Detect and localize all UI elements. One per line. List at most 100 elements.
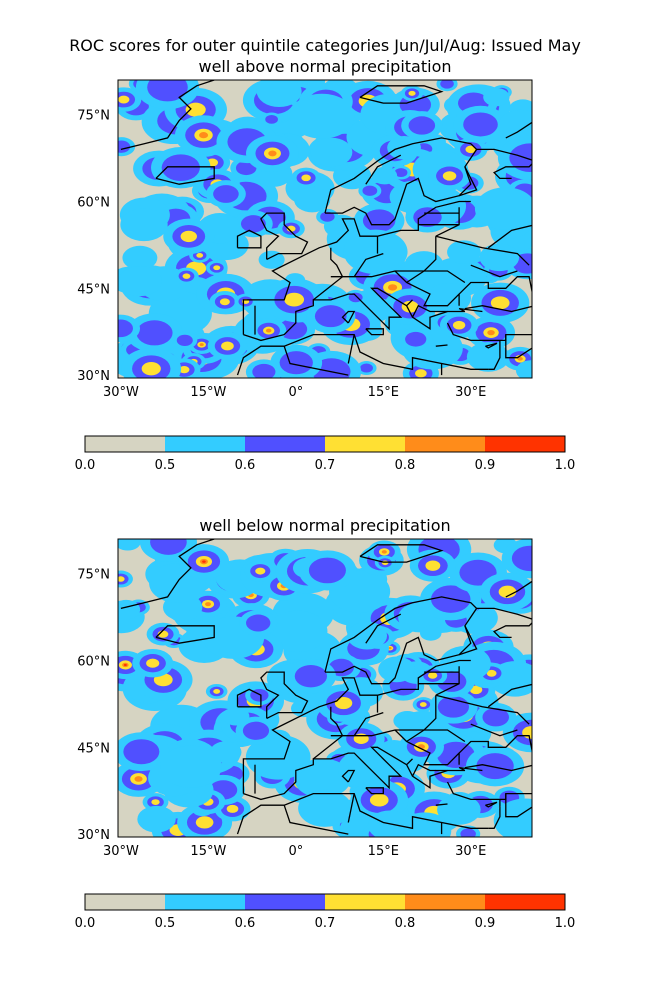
colorbar-frame — [84, 893, 566, 911]
coastline — [488, 340, 501, 370]
roc-contour-blob — [522, 726, 532, 739]
x-tick-label: 0° — [288, 844, 303, 859]
roc-contour-blob — [413, 207, 442, 228]
coastline — [236, 229, 262, 249]
roc-contour-blob — [314, 305, 347, 328]
roc-contour-blob — [474, 187, 532, 230]
y-tick-label: 75°N — [77, 568, 110, 583]
x-tick-label: 15°E — [368, 385, 399, 400]
roc-contour-blob — [397, 812, 452, 837]
y-tick-label: 60°N — [77, 655, 110, 670]
roc-contour-blob — [308, 557, 346, 584]
coastline — [488, 799, 501, 829]
coastline — [458, 735, 532, 772]
figure-title: ROC scores for outer quintile categories… — [69, 36, 581, 55]
coastline — [260, 212, 309, 260]
x-tick-label: 30°W — [103, 385, 139, 400]
roc-contour-blob — [213, 689, 221, 694]
roc-contour-blob — [320, 211, 335, 222]
roc-contour-blob — [294, 665, 327, 688]
coastline — [312, 247, 344, 301]
coastline — [312, 706, 344, 760]
roc-contour-blob — [343, 229, 408, 275]
roc-contour-blob — [479, 243, 520, 272]
roc-contour-blob — [213, 265, 221, 271]
roc-contour-blob — [440, 80, 454, 89]
coastline — [365, 787, 384, 795]
roc-contour-blob — [240, 215, 266, 233]
roc-contour-blob — [334, 697, 353, 710]
colorbar-segment — [245, 894, 325, 910]
y-tick-label: 60°N — [77, 196, 110, 211]
coastline — [324, 137, 478, 226]
coastline — [155, 625, 215, 644]
x-tick-label: 15°E — [368, 844, 399, 859]
roc-contour-blob — [258, 250, 285, 269]
roc-contour-blob — [118, 266, 162, 297]
roc-contour-blob — [425, 560, 441, 571]
colorbar-tick-label: 0.7 — [315, 916, 336, 931]
roc-contour-blob — [369, 793, 389, 807]
colorbar-segment — [405, 436, 485, 452]
coastline — [406, 270, 466, 284]
roc-contour-blob — [289, 93, 355, 139]
roc-contour-blob — [436, 741, 475, 769]
colorbar-tick-label: 0.0 — [75, 458, 96, 473]
roc-contour-blob — [222, 706, 250, 726]
roc-contour-blob — [298, 789, 352, 827]
colorbar-segment — [165, 436, 245, 452]
roc-contour-blob — [256, 80, 302, 108]
colorbar-frame — [84, 435, 566, 453]
coastline — [359, 85, 444, 104]
roc-contour-blob — [368, 810, 412, 837]
roc-contour-blob — [118, 319, 133, 338]
coastline — [236, 688, 262, 708]
roc-contour-blob — [387, 136, 421, 160]
roc-contour-blob — [460, 828, 476, 837]
colorbar-segment — [325, 436, 405, 452]
roc-contour-blob — [378, 656, 416, 683]
roc-contour-blob — [199, 132, 209, 139]
roc-contour-blob — [517, 356, 523, 361]
coastline — [242, 659, 471, 794]
roc-contour-blob — [347, 621, 388, 650]
coastline — [458, 276, 532, 313]
roc-contour-blob — [463, 112, 498, 137]
roc-contour-blob — [202, 560, 206, 563]
colorbar-segment — [405, 894, 485, 910]
coastline — [353, 252, 384, 278]
roc-contour-blob — [483, 87, 510, 107]
colorbar-segment — [325, 894, 405, 910]
coastline — [485, 342, 498, 349]
roc-contour-blob — [265, 328, 272, 333]
colorbar-tick-label: 1.0 — [555, 916, 576, 931]
roc-contour-blob — [466, 342, 510, 372]
roc-contour-blob — [219, 298, 230, 306]
coastline — [470, 723, 518, 737]
coastline — [505, 793, 532, 818]
coastline — [435, 803, 448, 806]
roc-contour-blob — [452, 320, 466, 330]
roc-contour-blob — [182, 273, 191, 279]
panel-1-subtitle: well above normal precipitation — [198, 57, 452, 76]
coastline — [243, 287, 483, 342]
roc-contour-blob — [185, 102, 206, 117]
roc-contour-blob — [381, 550, 387, 554]
roc-contour-blob — [180, 230, 197, 243]
x-tick-label: 30°W — [103, 844, 139, 859]
roc-contour-blob — [176, 334, 193, 346]
coastline — [330, 236, 437, 278]
coastline — [155, 166, 215, 185]
coastline — [406, 299, 413, 307]
roc-contour-blob — [255, 567, 266, 575]
coastline — [458, 625, 478, 656]
coastline — [365, 328, 384, 336]
colorbar-segment — [165, 894, 245, 910]
roc-contour-blob — [469, 685, 483, 695]
roc-contour-blob — [226, 804, 239, 813]
roc-contour-blob — [515, 360, 532, 378]
coastline — [476, 607, 532, 639]
coastline — [485, 801, 498, 808]
y-tick-label: 45°N — [77, 741, 110, 756]
coastline — [470, 264, 518, 278]
